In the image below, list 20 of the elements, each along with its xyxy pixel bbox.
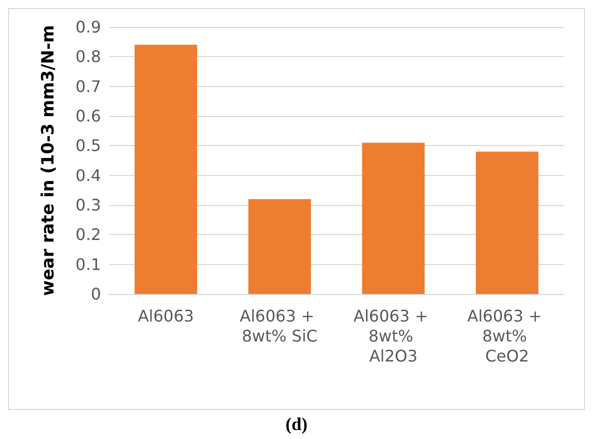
x-tick-label: Al6063 + 8wt% Al2O3 <box>354 306 434 366</box>
text: (d) <box>284 414 308 435</box>
bar <box>248 199 311 294</box>
y-axis-title: wear rate in (10-3 mm3/N-m <box>38 25 58 296</box>
y-tick-label: 0.1 <box>76 254 101 274</box>
bar <box>134 44 198 294</box>
y-tick-label: 0.6 <box>76 106 101 126</box>
y-tick-label: 0.9 <box>76 18 101 36</box>
x-tick-label: Al6063 + 8wt% SiC <box>240 306 320 346</box>
y-tick-label: 0.8 <box>76 47 101 66</box>
x-tick-label: Al6063 + 8wt% CeO2 <box>467 306 547 366</box>
x-tick-label: Al6063 <box>138 306 194 326</box>
y-tick-label: 0.4 <box>76 166 101 185</box>
y-tick-label: 0 <box>90 284 101 304</box>
bar <box>362 142 425 294</box>
y-tick-label: 0.3 <box>76 196 101 214</box>
y-tick-label: 0.5 <box>76 136 101 156</box>
y-tick-label: 0.2 <box>76 225 101 244</box>
y-tick-label: 0.7 <box>76 76 101 96</box>
bar <box>476 152 538 294</box>
